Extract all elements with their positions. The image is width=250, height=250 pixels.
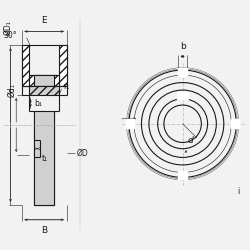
Bar [177,92,188,99]
Bar [231,119,239,128]
Text: ØD₁: ØD₁ [4,20,13,35]
Text: r₁: r₁ [63,82,69,91]
Polygon shape [29,75,59,86]
Text: b: b [180,42,186,51]
Text: E: E [41,16,47,25]
Text: 30°: 30° [3,31,17,40]
Text: t₁: t₁ [42,154,48,163]
Text: d: d [188,136,193,145]
Bar [178,171,187,179]
Polygon shape [34,111,54,205]
Text: i: i [238,188,240,196]
Text: b₁: b₁ [34,99,42,108]
Polygon shape [22,45,29,86]
Bar [178,68,187,76]
Polygon shape [59,45,66,86]
Text: Ød₁: Ød₁ [8,83,17,97]
Polygon shape [34,75,54,86]
Text: ØD: ØD [76,148,88,158]
Bar [126,119,134,128]
Text: B: B [41,226,47,235]
Polygon shape [29,86,59,95]
